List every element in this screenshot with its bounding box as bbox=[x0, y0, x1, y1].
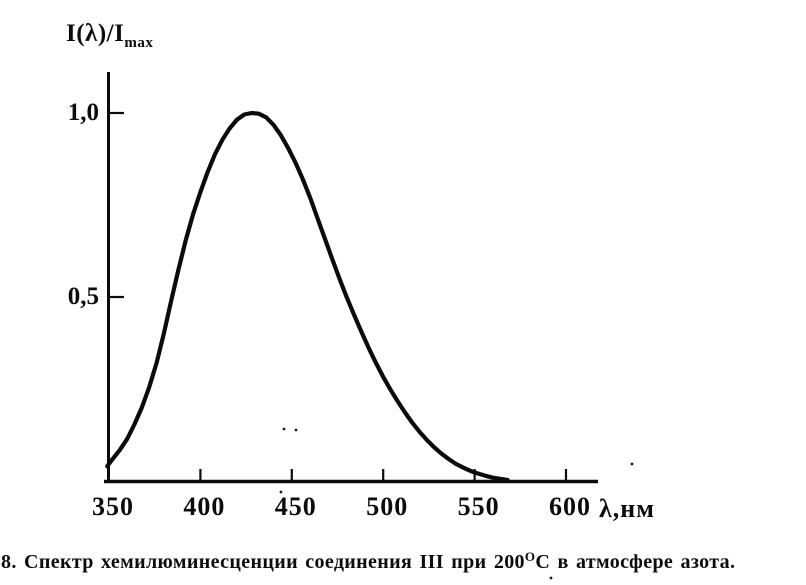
x-tick-label-550: 550 bbox=[457, 492, 500, 521]
x-tick-label-500: 500 bbox=[366, 492, 409, 521]
y-axis-title: I(λ)/Imax bbox=[66, 20, 153, 52]
x-tick-label-400: 400 bbox=[183, 492, 226, 521]
x-tick-label-350: 350 bbox=[92, 492, 134, 521]
x-tick-label-600: 600 bbox=[549, 492, 591, 521]
caption-text-prefix: 8. Спектр хемилюминесценции соединения I… bbox=[1, 551, 525, 573]
y-tick-label-0,5: 0,5 bbox=[67, 283, 99, 310]
scan-noise-speck bbox=[630, 462, 634, 466]
caption-text-suffix: С в атмосфере азота. bbox=[535, 551, 736, 573]
scan-noise-speck bbox=[282, 427, 286, 431]
scan-noise-speck bbox=[279, 490, 283, 494]
caption-superscript: О bbox=[524, 549, 536, 564]
y-axis-title-main: I(λ)/I bbox=[66, 20, 125, 47]
x-tick-label-450: 450 bbox=[274, 492, 317, 521]
spectrum-curve bbox=[105, 110, 510, 482]
y-tick-label-1,0: 1,0 bbox=[67, 99, 99, 126]
x-axis-unit-label: λ,нм bbox=[599, 494, 655, 523]
y-axis-title-sub: max bbox=[124, 35, 154, 51]
figure-caption: 8. Спектр хемилюминесценции соединения I… bbox=[1, 549, 735, 574]
scan-noise-speck bbox=[549, 576, 553, 580]
scan-noise-speck bbox=[294, 428, 298, 432]
